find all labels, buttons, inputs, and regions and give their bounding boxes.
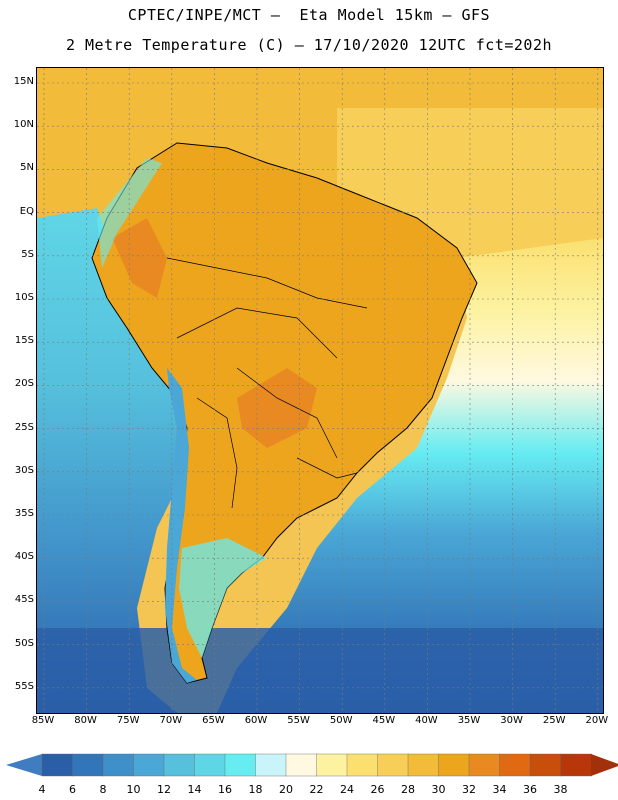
lon-label-85w: 85W [31, 715, 55, 726]
southern-cold-band [37, 628, 603, 713]
map-gridlines [37, 68, 603, 713]
colorbar-segment [133, 753, 165, 777]
colorbar-segment [224, 753, 257, 777]
northern-andes-cool-streak [97, 158, 162, 268]
atlantic-ocean [217, 238, 603, 713]
colorbar-label-4: 4 [38, 783, 46, 796]
colorbar-segment [102, 753, 135, 777]
colorbar-segment [529, 753, 562, 777]
colorbar-low-arrow [6, 754, 42, 776]
lat-label-40s: 40S [14, 551, 34, 563]
lat-label-20s: 20S [14, 378, 34, 390]
colorbar-label-14: 14 [187, 783, 202, 796]
colorbar-label-36: 36 [523, 783, 537, 796]
colorbar [6, 753, 618, 777]
colorbar-segment [499, 753, 531, 777]
colorbar-label-38: 38 [553, 783, 568, 796]
colorbar-label-20: 20 [279, 783, 293, 796]
country-borders [166, 257, 368, 509]
colorbar-label-16: 16 [218, 783, 232, 796]
colorbar-segment [255, 753, 287, 777]
colorbar-segment [316, 753, 348, 777]
lon-label-60w: 60W [244, 715, 268, 726]
lon-label-30w: 30W [500, 715, 523, 726]
colorbar-segment [560, 753, 592, 777]
lat-label-30s: 30S [14, 464, 34, 476]
lon-label-20w: 20W [585, 715, 609, 726]
lon-label-35w: 35W [457, 715, 481, 726]
lon-label-70w: 70W [159, 715, 183, 726]
peru-hot-area [112, 218, 167, 298]
colorbar-label-28: 28 [401, 783, 415, 796]
temperature-map[interactable] [36, 67, 604, 714]
colorbar-high-arrow [591, 754, 618, 776]
andes-cold-band [165, 368, 197, 683]
lat-label-eq: EQ [19, 205, 34, 217]
colorbar-label-34: 34 [492, 783, 507, 796]
colorbar-segment [346, 753, 379, 777]
lat-label-15n: 15N [13, 76, 34, 87]
colorbar-segment [41, 753, 74, 777]
colorbar-segment [285, 753, 318, 777]
map-canvas [37, 68, 603, 713]
lon-label-25w: 25W [542, 715, 566, 726]
patagonia-cool-area [179, 538, 267, 658]
lon-label-65w: 65W [202, 715, 225, 726]
lat-label-10s: 10S [14, 292, 34, 303]
colorbar-segment [407, 753, 440, 777]
map-title-line2: 2 Metre Temperature (C) – 17/10/2020 12U… [65, 36, 553, 54]
lat-label-55s: 55S [14, 680, 34, 692]
colorbar-label-30: 30 [431, 783, 446, 796]
lat-label-5s: 5S [21, 248, 34, 260]
lat-label-15s: 15S [14, 335, 34, 347]
map-title-line1: CPTEC/INPE/MCT – Eta Model 15km – GFS [127, 6, 491, 24]
lat-label-45s: 45S [14, 594, 34, 606]
colorbar-label-24: 24 [340, 783, 354, 796]
colorbar-label-10: 10 [126, 783, 141, 796]
lon-label-75w: 75W [116, 715, 140, 726]
colorbar-label-12: 12 [157, 783, 171, 796]
lat-label-50s: 50S [14, 637, 34, 649]
colorbar-segment [194, 753, 226, 777]
colorbar-segment [72, 753, 104, 777]
lon-label-50w: 50W [329, 715, 353, 726]
colorbar-label-32: 32 [462, 783, 476, 796]
lon-label-40w: 40W [415, 715, 438, 726]
colorbar-label-26: 26 [370, 783, 385, 796]
colorbar-label-22: 22 [309, 783, 324, 796]
colorbar-segment [377, 753, 409, 777]
colorbar-segment [163, 753, 196, 777]
lon-label-80w: 80W [74, 715, 97, 726]
lat-label-35s: 35S [14, 508, 34, 519]
lon-label-45w: 45W [372, 715, 396, 726]
lat-label-10n: 10N [13, 119, 34, 131]
colorbar-segment [438, 753, 470, 777]
colorbar-label-6: 6 [69, 783, 76, 796]
colorbar-label-8: 8 [99, 783, 107, 796]
lon-label-55w: 55W [287, 715, 310, 726]
lat-label-5n: 5N [20, 162, 34, 174]
colorbar-label-18: 18 [248, 783, 263, 796]
lat-label-25s: 25S [14, 421, 34, 433]
colorbar-segment [468, 753, 501, 777]
